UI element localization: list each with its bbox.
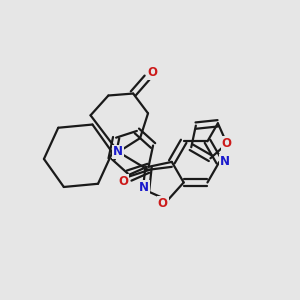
Text: N: N — [139, 181, 149, 194]
Text: O: O — [158, 196, 168, 210]
Text: O: O — [147, 66, 157, 79]
Text: O: O — [222, 137, 232, 150]
Text: O: O — [118, 175, 128, 188]
Text: N: N — [220, 155, 230, 168]
Text: N: N — [113, 146, 123, 158]
